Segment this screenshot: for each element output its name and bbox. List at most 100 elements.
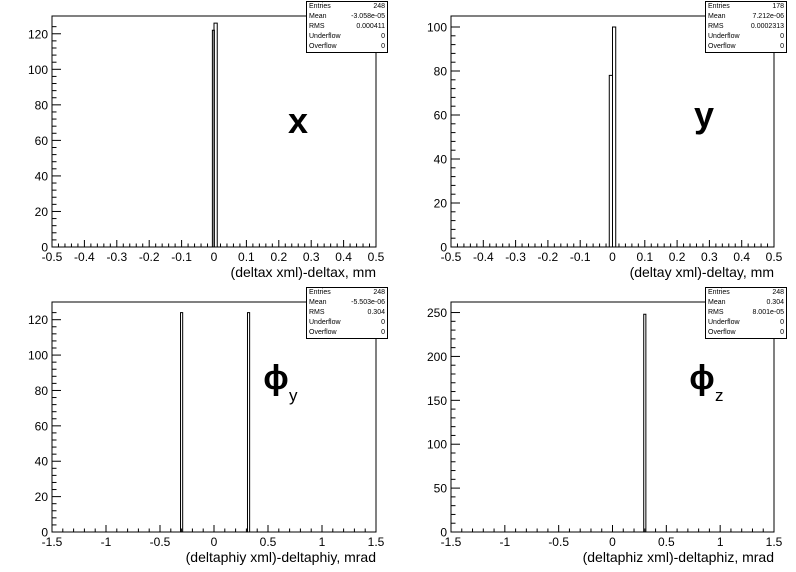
x-tick-label: -0.4 [473, 250, 494, 264]
stats-row: RMS 0.304 [307, 308, 387, 318]
histogram-bin [180, 312, 184, 532]
y-tick-label: 80 [35, 384, 49, 398]
histogram-bin [213, 22, 218, 247]
x-tick-label: 0.2 [669, 250, 686, 264]
y-tick-label: 100 [427, 21, 447, 35]
stats-box: Entries 178 Mean 7.212e-06 RMS 0.0002313 Under… [705, 1, 787, 53]
stats-row: RMS 0.000411 [307, 22, 387, 32]
x-tick-label: 0.2 [270, 250, 287, 264]
x-tick-label: 1 [319, 535, 326, 549]
x-tick-label: 0 [609, 535, 616, 549]
stats-value: 248 [373, 3, 385, 10]
x-tick-label: -0.2 [538, 250, 559, 264]
y-tick-label: 80 [35, 98, 49, 112]
stats-label: Entries [708, 289, 730, 296]
y-tick-label: 100 [28, 63, 48, 77]
x-tick-label: -0.2 [139, 250, 160, 264]
x-axis-label: (deltaphiy xml)-deltaphiy, mrad [186, 549, 376, 565]
stats-label: RMS [309, 23, 325, 30]
stats-row: Mean -5.503e-06 [307, 298, 387, 308]
x-tick-label: 0.3 [701, 250, 718, 264]
plot-annotation: x [288, 100, 308, 141]
x-tick-label: -1.5 [42, 535, 63, 549]
x-tick-label: -1 [101, 535, 112, 549]
stats-value: 0 [381, 43, 385, 50]
stats-value: 248 [373, 289, 385, 296]
stats-box: Entries 248 Mean -3.058e-05 RMS 0.000411 Under… [306, 1, 388, 53]
x-tick-label: -0.3 [505, 250, 526, 264]
y-tick-label: 200 [427, 350, 447, 364]
x-tick-label: -0.3 [106, 250, 127, 264]
y-tick-label: 40 [434, 153, 448, 167]
histogram-bin [612, 26, 617, 247]
stats-label: Overflow [708, 43, 736, 50]
histogram-bin [246, 312, 251, 532]
stats-value: -3.058e-05 [351, 13, 385, 20]
stats-label: Underflow [309, 33, 341, 40]
plot-annotation-subscript: y [289, 386, 298, 405]
y-tick-label: 20 [35, 490, 49, 504]
stats-box: Entries 248 Mean 0.304 RMS 8.001e-05 Underflow… [705, 287, 787, 339]
x-tick-label: 0.5 [658, 535, 675, 549]
x-tick-label: 1.5 [368, 535, 385, 549]
x-tick-label: 0.5 [766, 250, 783, 264]
x-axis-label: (deltax xml)-deltax, mm [231, 264, 376, 280]
x-tick-label: -0.1 [171, 250, 192, 264]
y-tick-label: 20 [35, 205, 49, 219]
stats-label: RMS [309, 309, 325, 316]
stats-row: Overflow 0 [706, 328, 786, 338]
stats-value: 0 [780, 43, 784, 50]
stats-label: Overflow [309, 43, 337, 50]
x-tick-label: 0.1 [238, 250, 255, 264]
x-axis-label: (deltaphiz xml)-deltaphiz, mrad [583, 549, 774, 565]
stats-value: 0.304 [367, 309, 385, 316]
stats-value: 0.000411 [356, 23, 385, 30]
stats-label: Mean [309, 299, 327, 306]
stats-value: 0.0002313 [750, 23, 784, 30]
histogram-bin [643, 313, 647, 532]
stats-value: 0 [780, 319, 784, 326]
x-axis-label: (deltay xml)-deltay, mm [630, 264, 774, 280]
x-tick-label: 0.5 [260, 535, 277, 549]
stats-label: Underflow [309, 319, 341, 326]
x-tick-label: 1 [717, 535, 724, 549]
x-tick-label: -1 [499, 535, 510, 549]
x-tick-label: -0.1 [570, 250, 591, 264]
y-tick-label: 40 [35, 169, 49, 183]
y-tick-label: 150 [427, 394, 447, 408]
y-tick-label: 120 [28, 27, 48, 41]
y-tick-label: 0 [440, 526, 447, 540]
stats-label: Overflow [309, 329, 337, 336]
stats-label: RMS [708, 309, 724, 316]
stats-row: Overflow 0 [307, 42, 387, 52]
x-tick-label: -0.5 [441, 250, 462, 264]
stats-label: Overflow [708, 329, 736, 336]
stats-value: 178 [772, 3, 784, 10]
x-tick-label: 0.3 [303, 250, 320, 264]
stats-value: 7.212e-06 [752, 13, 784, 20]
x-tick-label: 1.5 [766, 535, 783, 549]
plot-annotation: y [694, 94, 714, 135]
y-tick-label: 100 [28, 349, 48, 363]
stats-label: Entries [309, 3, 331, 10]
stats-row: Overflow 0 [706, 42, 786, 52]
stats-row: Underflow 0 [307, 32, 387, 42]
x-tick-label: 0 [211, 250, 218, 264]
stats-row: Underflow 0 [706, 318, 786, 328]
y-tick-label: 40 [35, 455, 49, 469]
stats-label: Entries [708, 3, 730, 10]
plot-annotation: ϕ [263, 359, 288, 397]
x-tick-label: -1.5 [441, 535, 462, 549]
x-tick-label: -0.5 [150, 535, 171, 549]
plot-annotation: ϕ [689, 359, 714, 397]
x-tick-label: -0.5 [42, 250, 63, 264]
stats-row: Mean -3.058e-05 [307, 12, 387, 22]
stats-value: 0 [381, 329, 385, 336]
y-tick-label: 100 [427, 438, 447, 452]
stats-label: Underflow [708, 33, 740, 40]
x-tick-label: 0.5 [368, 250, 385, 264]
stats-value: 0 [780, 33, 784, 40]
stats-label: RMS [708, 23, 724, 30]
y-tick-label: 50 [434, 482, 448, 496]
